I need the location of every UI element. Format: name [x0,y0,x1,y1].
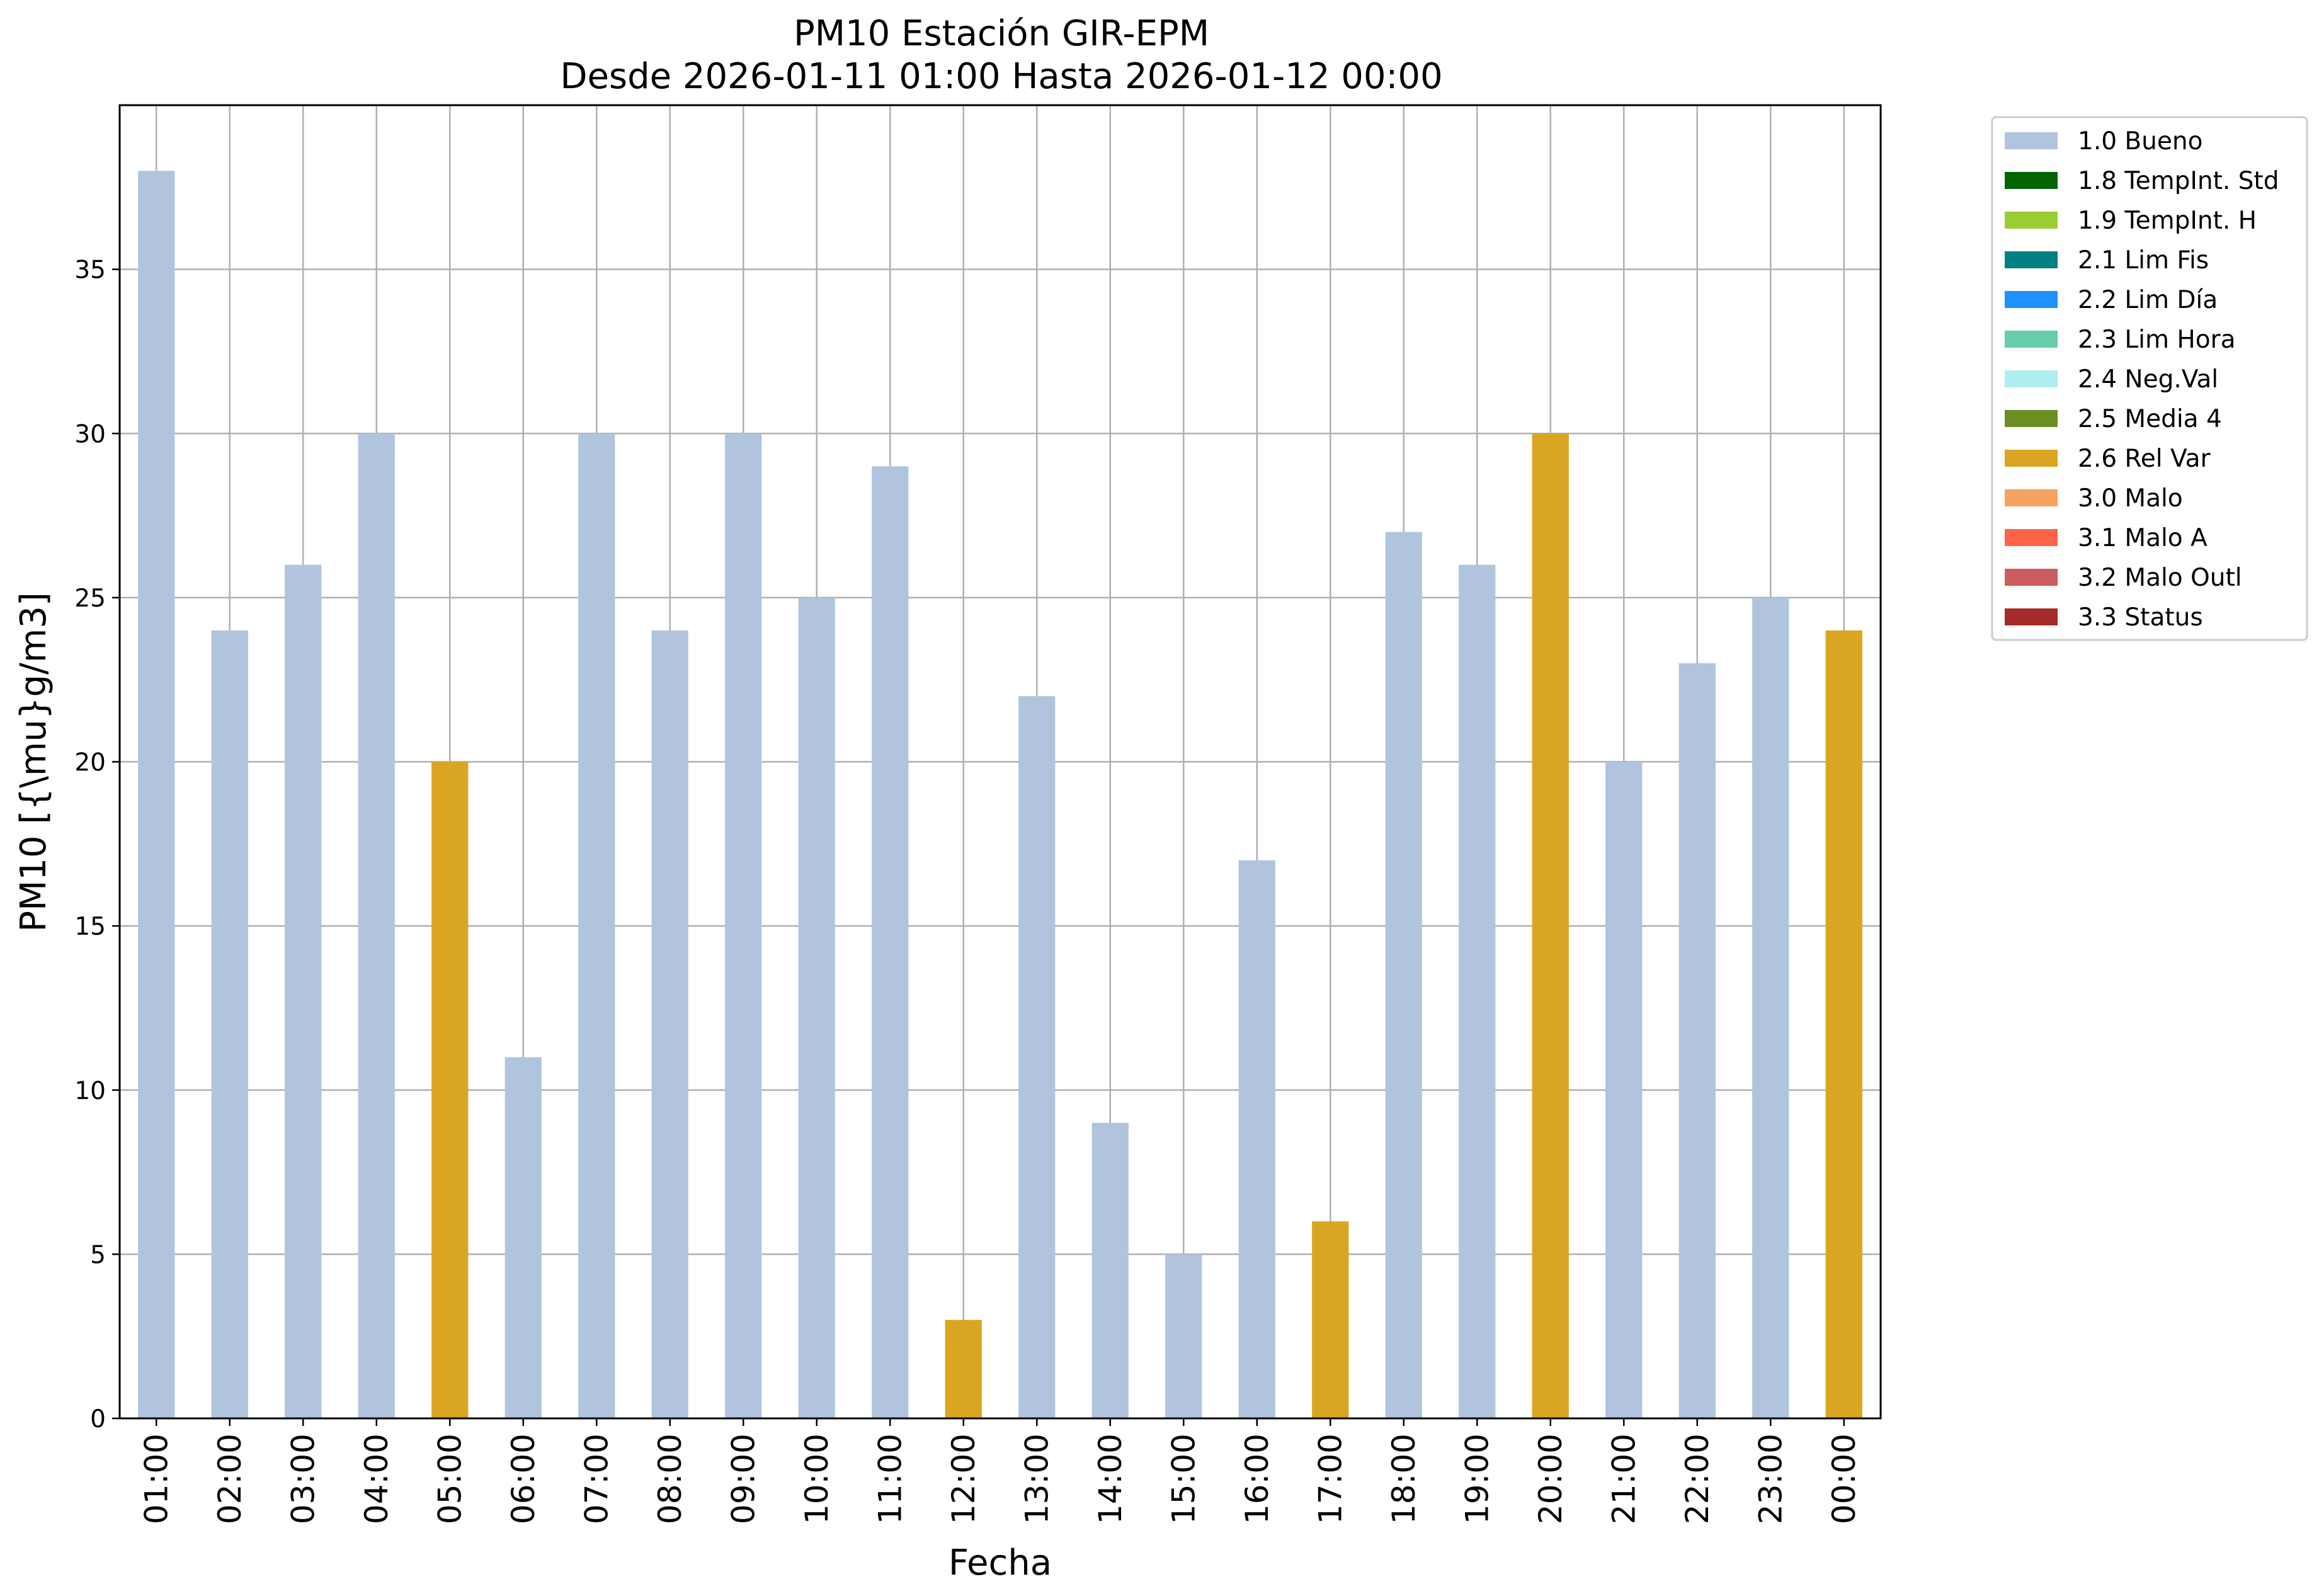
x-tick-label: 23:00 [1752,1434,1789,1524]
bar [1018,696,1056,1418]
legend-label: 3.3 Status [2078,603,2203,632]
legend-label: 2.5 Media 4 [2078,405,2222,433]
bar [945,1320,982,1418]
legend-label: 2.3 Lim Hora [2078,326,2236,354]
legend-label: 2.2 Lim Día [2078,286,2218,314]
x-tick-label: 19:00 [1459,1434,1495,1524]
chart-title: PM10 Estación GIR-EPM [794,13,1209,54]
y-tick-label: 25 [74,584,106,613]
bar [1165,1254,1202,1418]
x-tick-label: 12:00 [945,1434,982,1524]
y-axis-ticks: 0 5 10 15 20 25 30 35 [74,256,120,1434]
legend-swatch [2005,331,2058,348]
x-tick-label: 22:00 [1679,1434,1716,1524]
bar [1238,860,1275,1418]
bar [1459,564,1496,1418]
legend-label: 1.9 TempInt. H [2078,207,2257,235]
x-axis-label: Fecha [949,1542,1052,1583]
bar [725,433,762,1418]
legend-swatch [2005,569,2058,586]
x-tick-label: 09:00 [725,1434,761,1524]
x-tick-label: 18:00 [1386,1434,1422,1524]
legend-label: 2.4 Neg.Val [2078,365,2218,394]
x-tick-label: 04:00 [358,1434,395,1524]
x-tick-label: 02:00 [212,1434,248,1524]
bar [1678,663,1716,1418]
x-axis-ticks: 01:00 02:00 03:00 04:00 05:00 06:00 07:00 08:00… [138,1418,1862,1524]
x-tick-label: 13:00 [1018,1434,1055,1524]
bar [1532,433,1569,1418]
legend-swatch [2005,172,2058,189]
bar [1385,532,1422,1418]
legend-swatch [2005,450,2058,467]
bar [1825,630,1862,1418]
x-tick-label: 07:00 [578,1434,615,1524]
y-tick-label: 5 [90,1241,106,1269]
legend-frame [1991,116,2308,641]
x-tick-label: 01:00 [138,1434,174,1524]
legend-swatch [2005,212,2058,229]
legend-swatch [2005,489,2058,506]
bar [651,630,688,1418]
x-tick-label: 20:00 [1532,1434,1569,1524]
bar [1312,1221,1349,1418]
legend-swatch [2005,529,2058,546]
legend-label: 3.0 Malo [2078,484,2183,513]
bar [1605,761,1643,1418]
legend-swatch [2005,370,2058,387]
x-tick-label: 03:00 [285,1434,321,1524]
legend-swatch [2005,410,2058,427]
bar [211,630,248,1418]
legend-label: 1.8 TempInt. Std [2078,167,2279,195]
x-tick-label: 05:00 [431,1434,468,1524]
y-tick-label: 30 [74,420,106,448]
legend-swatch [2005,291,2058,308]
legend: 1.0 Bueno 1.8 TempInt. Std 1.9 TempInt. H 2… [1991,116,2308,641]
y-tick-label: 15 [74,913,106,941]
legend-swatch [2005,132,2058,149]
y-tick-label: 20 [74,749,106,777]
legend-label: 2.1 Lim Fis [2078,246,2209,275]
x-tick-label: 17:00 [1312,1434,1348,1524]
y-tick-label: 10 [74,1077,106,1105]
bar [1091,1122,1129,1418]
x-tick-label: 16:00 [1239,1434,1275,1524]
y-tick-label: 35 [74,256,106,285]
x-tick-label: 21:00 [1605,1434,1642,1524]
bar [285,564,322,1418]
x-tick-label: 10:00 [799,1434,835,1524]
bar [1752,597,1789,1418]
y-tick-label: 0 [90,1405,106,1434]
bar [798,597,835,1418]
legend-swatch [2005,251,2058,268]
bar [138,171,175,1418]
x-tick-label: 08:00 [652,1434,688,1524]
x-tick-label: 14:00 [1092,1434,1129,1524]
x-tick-label: 15:00 [1165,1434,1202,1524]
x-tick-label: 06:00 [505,1434,542,1524]
x-tick-label: 00:00 [1826,1434,1862,1524]
bar [872,466,909,1418]
bar [358,433,395,1418]
legend-label: 1.0 Bueno [2078,127,2202,156]
legend-label: 3.2 Malo Outl [2078,564,2242,592]
legend-label: 2.6 Rel Var [2078,445,2211,473]
bar [504,1057,542,1418]
bars [138,171,1862,1418]
y-axis-label: PM10 [{\mu}g/m3] [13,592,54,932]
legend-swatch [2005,608,2058,625]
legend-label: 3.1 Malo A [2078,524,2208,552]
chart-subtitle: Desde 2026-01-11 01:00 Hasta 2026-01-12 … [560,56,1442,97]
bar [431,761,469,1418]
x-tick-label: 11:00 [872,1434,908,1524]
bar [578,433,615,1418]
